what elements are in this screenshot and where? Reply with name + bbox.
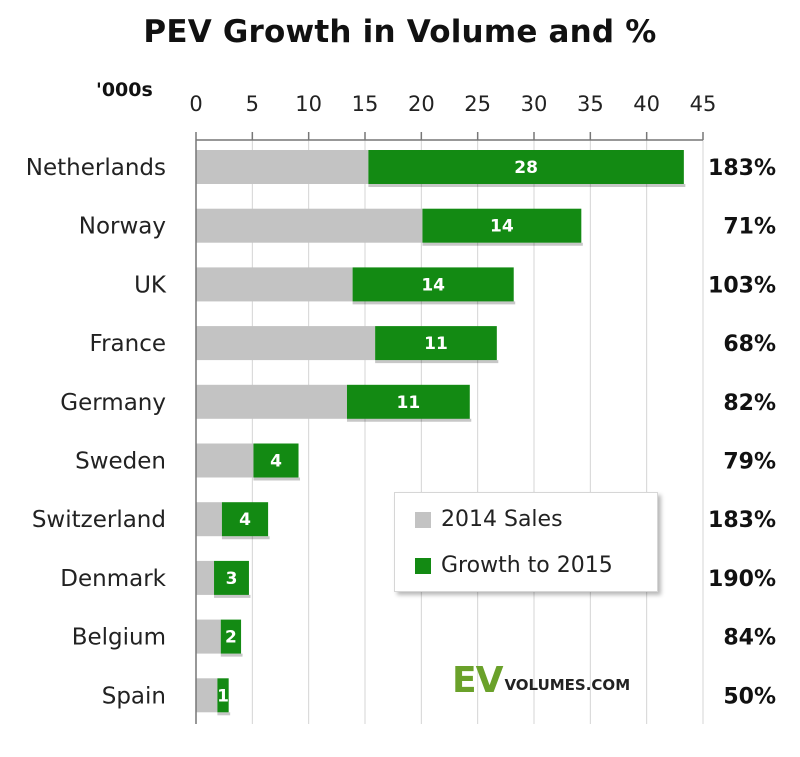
bar-growth-to-2015 [217,678,229,713]
legend-item-2014-sales: 2014 Sales [415,507,563,532]
tick-label: 30 [521,92,548,116]
bar-value-label: 11 [397,393,421,413]
tick-label: 25 [464,92,491,116]
bar-growth-to-2015 [352,267,514,302]
category-label: Switzerland [32,507,166,533]
bar-2014-sales [196,443,254,478]
bar-growth-to-2015 [346,384,470,419]
bar-2014-sales [196,267,353,302]
bar-2014-sales [196,560,215,595]
bar-growth-to-2015 [214,560,249,595]
chart-title: PEV Growth in Volume and % [143,14,657,50]
bar-2014-sales [196,326,376,361]
bar-value-label: 4 [270,452,282,472]
growth-percent: 183% [708,156,776,181]
tick-label: 10 [295,92,322,116]
bars: 28 14 14 11 11 4 4 3 2 1 [196,150,686,716]
bar-value-label: 11 [424,334,448,354]
bar-value-label: 14 [490,217,514,237]
bar-growth-to-2015 [375,326,497,361]
legend-swatch-growth [415,557,431,574]
growth-percent: 190% [708,567,776,592]
bar-value-label: 4 [239,510,251,530]
legend-item-growth: Growth to 2015 [415,553,613,578]
bar-2014-sales [196,208,423,243]
category-labels: Netherlands Norway UK France Germany Sweden Sw… [26,155,167,709]
legend: 2014 Sales Growth to 2015 [394,492,658,592]
bar-growth-to-2015 [253,443,299,478]
tick-label: 15 [352,92,379,116]
category-label: UK [134,272,167,298]
category-label: Germany [60,390,166,416]
bar-growth-to-2015 [220,619,242,654]
legend-label-growth: Growth to 2015 [441,553,613,578]
logo-volumes-text: VOLUMES.COM [504,676,631,694]
ev-volumes-logo: EV VOLUMES.COM [452,663,630,699]
bar-value-label: 1 [217,686,229,706]
x-axis-ticks: 0 5 10 15 20 25 30 35 40 45 [189,92,717,141]
tick-label: 5 [246,92,259,116]
bar-2014-sales [196,150,369,184]
bar-growth-to-2015 [422,208,582,243]
bar-2014-sales [196,619,221,654]
legend-label-2014: 2014 Sales [441,507,563,532]
bar-2014-sales [196,678,218,713]
tick-label: 40 [633,92,660,116]
growth-percent: 103% [708,273,776,298]
category-label: Denmark [60,566,166,592]
growth-percent: 84% [723,626,776,651]
bar-value-label: 2 [225,628,237,648]
bar-growth-to-2015 [368,150,684,184]
tick-label: 0 [189,92,202,116]
growth-percent: 50% [723,684,776,709]
bar-2014-sales [196,384,347,419]
bar-growth-to-2015 [221,502,269,537]
bar-value-label: 3 [226,569,238,589]
growth-percent: 79% [723,450,776,475]
unit-label: '000s [96,79,153,101]
category-label: Norway [79,214,166,240]
bar-value-label: 28 [514,158,538,178]
growth-percent: 71% [723,215,776,240]
logo-ev-text: EV [452,660,503,701]
tick-label: 35 [577,92,604,116]
growth-percent-labels: 183% 71% 103% 68% 82% 79% 183% 190% 84% 50% [708,156,776,709]
category-label: France [90,331,166,357]
legend-swatch-2014 [415,511,431,528]
tick-label: 45 [690,92,717,116]
growth-percent: 183% [708,508,776,533]
category-label: Spain [102,683,166,709]
category-label: Sweden [75,449,166,475]
growth-percent: 68% [723,332,776,357]
tick-label: 20 [408,92,435,116]
bar-2014-sales [196,502,222,537]
growth-percent: 82% [723,391,776,416]
category-label: Netherlands [26,155,166,181]
bar-value-label: 14 [421,275,445,295]
category-label: Belgium [72,625,166,651]
